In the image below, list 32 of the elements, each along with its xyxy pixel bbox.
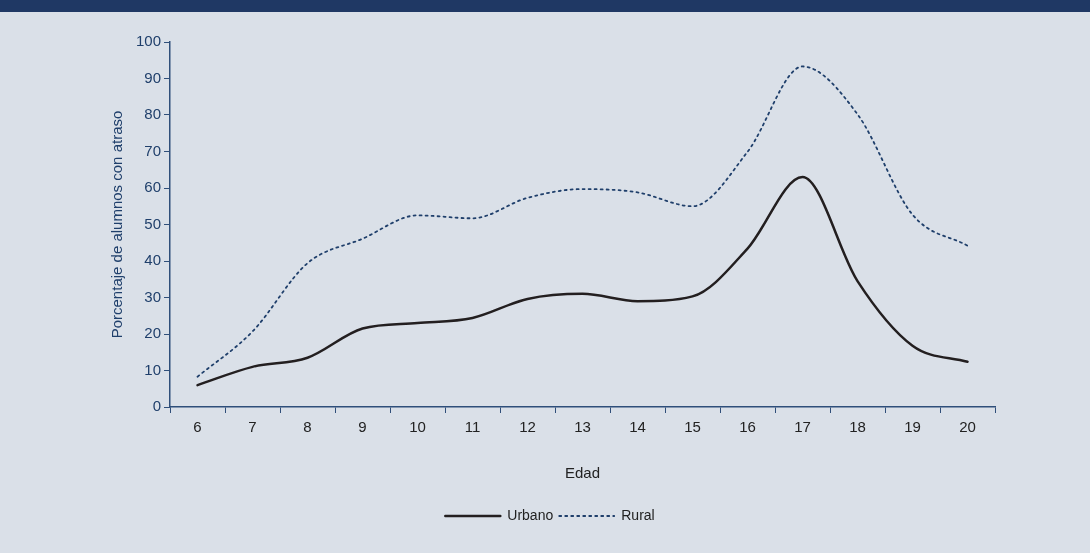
y-tick-label: 10 bbox=[144, 360, 162, 378]
y-axis-title: Porcentaje de alumnos con atraso bbox=[108, 110, 126, 339]
x-tick-label: 6 bbox=[193, 418, 202, 436]
legend-label: Rural bbox=[621, 506, 655, 523]
y-tick-label: 60 bbox=[144, 178, 162, 196]
x-tick-label: 12 bbox=[519, 418, 536, 436]
line-series bbox=[196, 175, 969, 387]
x-tick-label: 16 bbox=[739, 418, 756, 436]
x-tick-label: 20 bbox=[959, 418, 976, 436]
y-tick-label: 100 bbox=[136, 32, 162, 50]
x-tick-label: 14 bbox=[629, 418, 646, 436]
y-tick-label: 40 bbox=[144, 251, 162, 269]
y-tick-label: 30 bbox=[144, 287, 162, 305]
y-tick-label: 0 bbox=[152, 397, 162, 415]
x-axis-title: Edad bbox=[564, 464, 601, 482]
y-tick-label: 80 bbox=[144, 105, 162, 123]
x-tick-label: 9 bbox=[358, 418, 367, 436]
x-tick-label: 17 bbox=[794, 418, 811, 436]
x-tick-label: 19 bbox=[904, 418, 921, 436]
x-tick-label: 10 bbox=[409, 418, 426, 436]
x-tick-label: 11 bbox=[464, 418, 481, 436]
x-tick-label: 18 bbox=[849, 418, 866, 436]
y-tick-label: 70 bbox=[144, 141, 162, 159]
y-tick-label: 50 bbox=[144, 214, 162, 232]
x-tick-label: 13 bbox=[574, 418, 591, 436]
line-series bbox=[196, 65, 969, 378]
x-tick-label: 8 bbox=[303, 418, 312, 436]
y-tick-label: 90 bbox=[144, 68, 162, 86]
x-tick-label: 15 bbox=[684, 418, 701, 436]
x-tick-label: 7 bbox=[248, 418, 257, 436]
legend-label: Urbano bbox=[507, 506, 554, 523]
y-tick-label: 20 bbox=[144, 324, 162, 342]
